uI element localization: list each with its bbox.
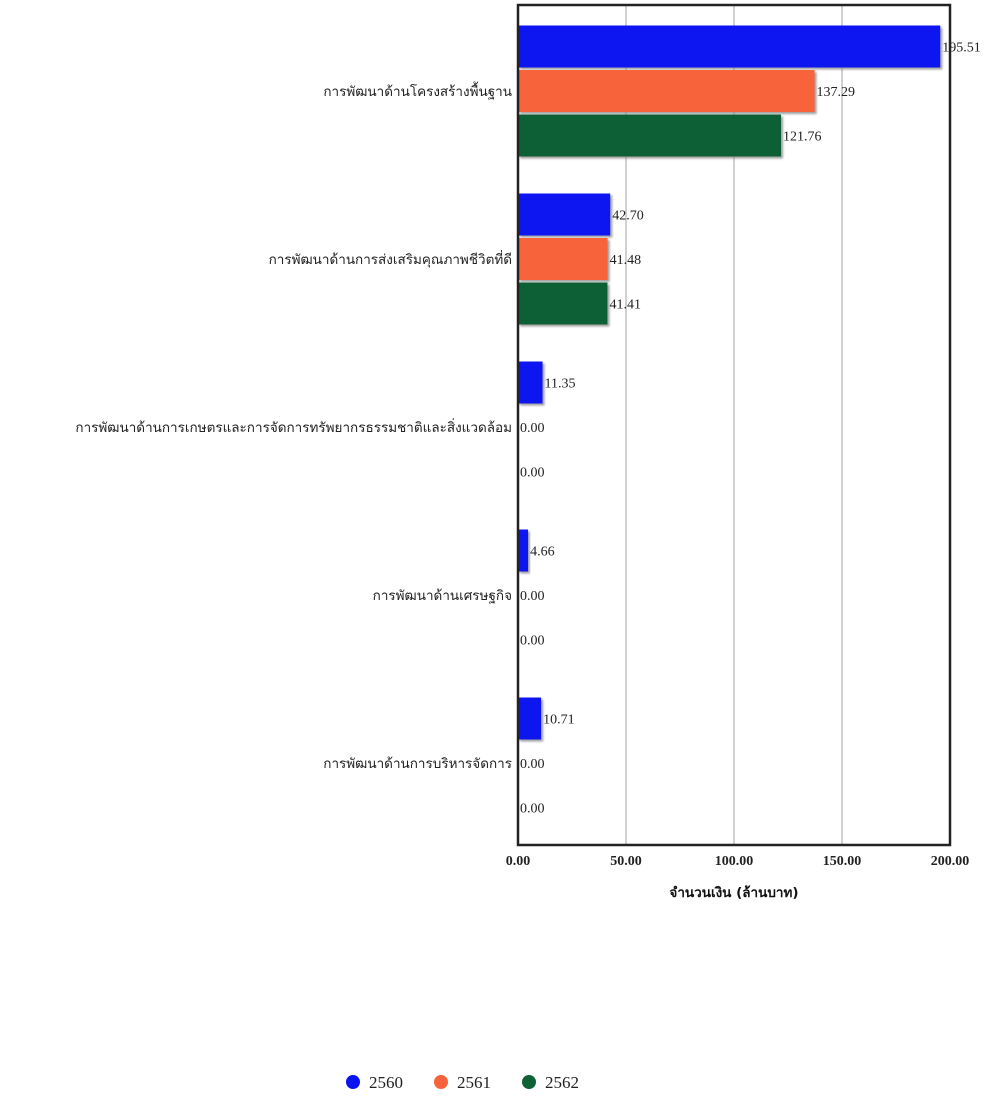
legend: 2560 2561 2562 (346, 1073, 579, 1092)
bar-value-label: 195.51 (942, 41, 981, 56)
bar-2560 (518, 26, 940, 68)
bar-2560 (518, 362, 543, 404)
legend-marker-2560 (346, 1075, 360, 1089)
legend-label: 2560 (369, 1073, 403, 1092)
bar-value-label: 0.00 (520, 589, 545, 604)
value-labels: 195.51 137.29 121.76 42.70 41.48 41.41 11.35 0.… (520, 41, 981, 817)
bar-2562 (518, 283, 607, 325)
x-tick-label: 50.00 (610, 854, 642, 869)
bar-value-label: 0.00 (520, 466, 545, 481)
x-axis-ticks: 0.00 50.00 100.00 150.00 200.00 (506, 854, 970, 869)
bar-2560 (518, 698, 541, 740)
category-labels: การพัฒนาด้านโครงสร้างพื้นฐานการพัฒนาด้าน… (75, 81, 512, 772)
legend-marker-2562 (522, 1075, 536, 1089)
category-label: การพัฒนาด้านการส่งเสริมคุณภาพชีวิตที่ดี (269, 250, 512, 268)
x-axis-title: จำนวนเงิน (ล้านบาท) (669, 885, 798, 901)
bar-2560 (518, 530, 528, 572)
bar-value-label: 0.00 (520, 757, 545, 772)
category-label: การพัฒนาด้านเศรษฐกิจ (373, 588, 512, 604)
bar-value-label: 137.29 (817, 85, 856, 100)
bar-value-label: 0.00 (520, 421, 545, 436)
bar-2560 (518, 194, 610, 236)
legend-label: 2562 (545, 1073, 579, 1092)
bar-2561 (518, 238, 608, 280)
legend-marker-2561 (434, 1075, 448, 1089)
bar-value-label: 41.48 (610, 253, 642, 268)
category-label: การพัฒนาด้านการเกษตรและการจัดการทรัพยากร… (75, 418, 512, 436)
bar-value-label: 0.00 (520, 802, 545, 817)
bar-2561 (518, 70, 815, 112)
category-label: การพัฒนาด้านโครงสร้างพื้นฐาน (323, 81, 512, 100)
bar-value-label: 42.70 (612, 209, 644, 224)
category-label: การพัฒนาด้านการบริหารจัดการ (323, 756, 512, 772)
bar-value-label: 10.71 (543, 713, 575, 728)
bar-2562 (518, 115, 781, 157)
bar-value-label: 41.41 (609, 298, 641, 313)
bar-value-label: 4.66 (530, 545, 555, 560)
x-tick-label: 200.00 (931, 854, 970, 869)
bar-value-label: 11.35 (545, 377, 576, 392)
bar-value-label: 121.76 (783, 130, 822, 145)
bar-value-label: 0.00 (520, 634, 545, 649)
bars (518, 26, 940, 740)
x-tick-label: 150.00 (823, 854, 862, 869)
legend-label: 2561 (457, 1073, 491, 1092)
x-tick-label: 0.00 (506, 854, 531, 869)
x-tick-label: 100.00 (715, 854, 754, 869)
